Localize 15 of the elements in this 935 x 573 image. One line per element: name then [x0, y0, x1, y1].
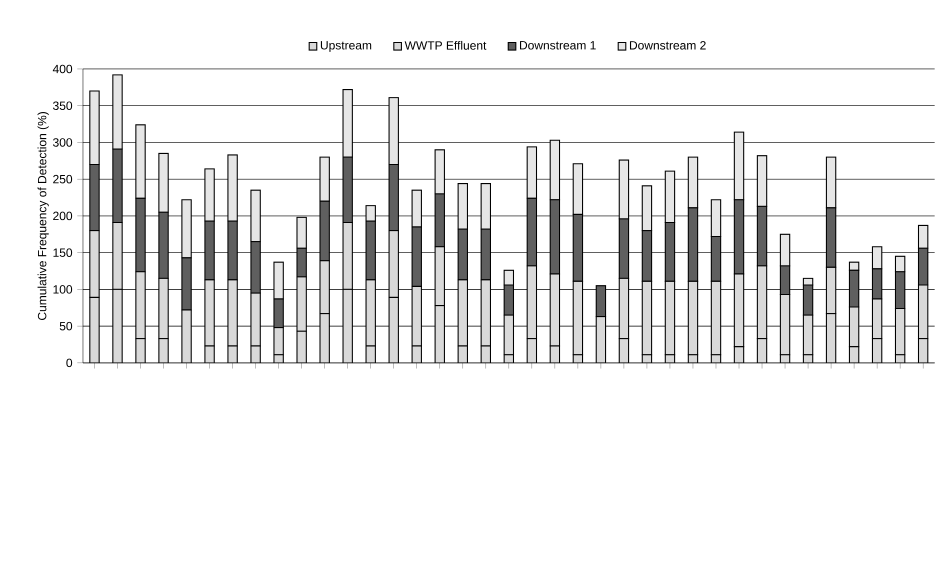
y-tick-label: 50 — [60, 322, 72, 330]
legend-label: Upstream — [320, 41, 372, 52]
legend-label: Downstream 1 — [520, 41, 596, 50]
y-tick-label: 200 — [53, 212, 72, 220]
bar — [596, 285, 606, 318]
y-tick-label: 150 — [53, 248, 72, 258]
legend-label: WWTP Effluent — [404, 41, 486, 50]
y-tick-label: 100 — [53, 285, 72, 294]
y-axis-title: Cumulative Frequency of Detection (%) — [38, 112, 49, 320]
legend-label: Downstream 2 — [630, 41, 706, 50]
y-tick-label: 400 — [52, 64, 72, 74]
y-tick-label: 350 — [53, 102, 72, 110]
y-tick-label: 0 — [66, 358, 72, 368]
y-tick-label: 300 — [53, 138, 72, 147]
y-tick-label: 250 — [53, 175, 72, 184]
